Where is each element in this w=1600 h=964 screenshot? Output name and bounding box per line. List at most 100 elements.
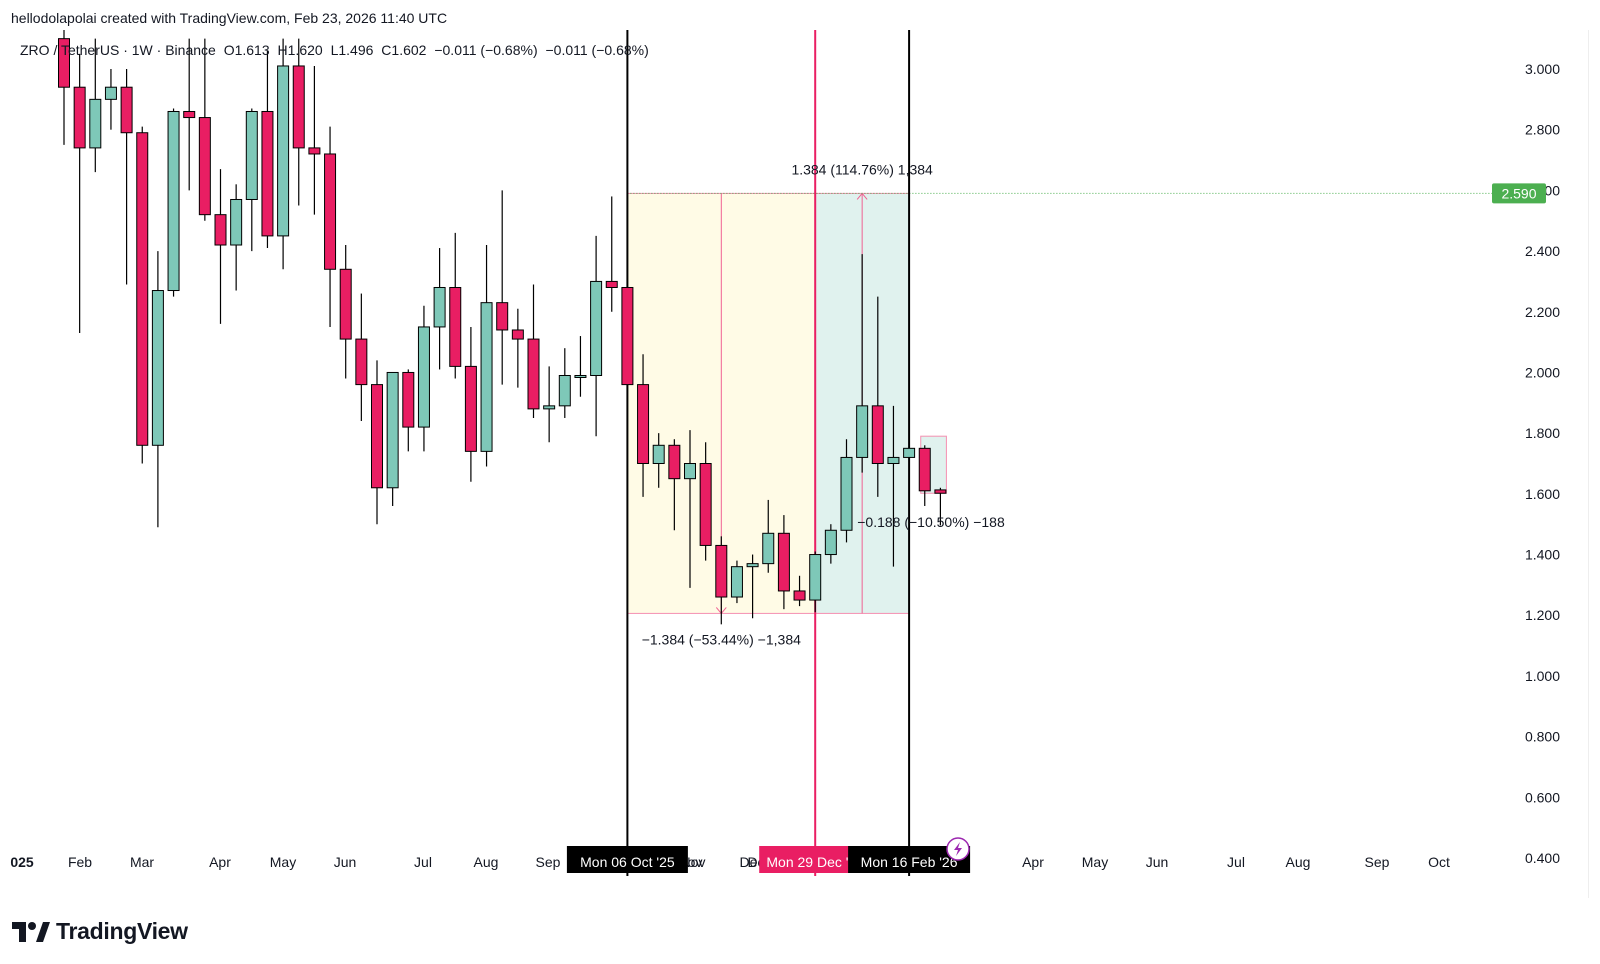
price-axis-tick: 1.400 [1525,547,1560,563]
price-axis-tick: 1.000 [1525,668,1560,684]
candle-body [89,98,102,149]
date-badge [566,846,688,873]
price-axis-tick: 0.600 [1525,789,1560,805]
candle-body [840,456,853,531]
time-axis-tick: Sep [1365,854,1390,870]
candle-body [793,590,806,601]
price-axis-tick: 2.800 [1525,122,1560,138]
current-price-badge [1492,183,1546,204]
candle-body [58,38,70,88]
candle-body [934,489,947,494]
candle-body [918,447,931,492]
range-up-label: 1.384 (114.76%) 1,384 [791,161,933,177]
candle-body [151,290,164,446]
time-axis-tick: Apr [209,854,231,870]
range-measurements [626,192,1494,615]
symbol-info: ZRO / TetherUS · 1W · Binance O1.613 H1.… [20,42,653,58]
candle-body [574,374,587,378]
symbol-name: ZRO / TetherUS · 1W · Binance [20,42,216,58]
candle-body [136,132,149,446]
tradingview-logo-icon [12,921,50,942]
time-axis-tick: Apr [1022,854,1044,870]
price-axis-tick: 1.200 [1525,607,1560,623]
candle-body [464,365,477,452]
ohlc-high: H1.620 [277,42,323,58]
time-axis-tick: Aug [474,854,499,870]
candle-body [777,532,790,592]
time-axis-tick: Dec [740,854,765,870]
candle-body [198,117,211,216]
time-axis-tick: May [270,854,296,870]
candle-body [496,302,509,331]
candle-body [355,338,368,386]
date-badge-label: Mon 16 Feb '26 [861,854,958,870]
ohlc-change: −0.011 (−0.68%) [434,42,538,58]
candle-body [684,463,696,480]
tradingview-wordmark: TradingView [56,918,188,944]
candle-body [292,65,305,149]
date-badge-label: Mon 29 Dec '25 [766,854,864,870]
tradingview-logo[interactable]: TradingView [12,918,188,945]
candle-body [183,110,196,119]
candle-body [120,86,133,134]
range-small-label: −0.188 (−10.50%) −188 [857,514,1005,530]
candle-body [73,86,86,149]
candle-body [824,529,837,556]
ohlc-change-secondary: −0.011 (−0.68%) [545,42,649,58]
time-axis-tick: 025 [10,854,34,870]
candle-body [245,110,258,200]
candle-body [903,447,916,458]
candle-body [558,374,571,407]
candle-body [715,544,728,598]
candle-body [762,532,775,565]
candle-body [637,384,650,465]
candle-body [527,338,540,410]
chart-caption: hellodolapolai created with TradingView.… [11,10,448,26]
time-axis: 025FebMarAprMayJunJulAugSepNovDecMarAprM… [10,846,1450,873]
ohlc-open: O1.613 [223,42,270,58]
candle-body [433,286,446,328]
price-axis-tick: 0.800 [1525,729,1560,745]
candle-body [371,384,383,489]
price-axis-tick: 2.400 [1525,243,1560,259]
candle-body [730,566,743,598]
price-axis-tick: 3.000 [1525,61,1560,77]
candle-body [230,198,243,246]
candle-body [324,153,337,270]
time-axis-tick: Jul [414,854,432,870]
candle-body [104,86,117,100]
candle-body [277,65,290,237]
ohlc-close: C1.602 [381,42,427,58]
candle-body [699,463,712,546]
flash-icon-bolt [954,842,962,856]
annotation-labels: −1.384 (−53.44%) −1,384 1.384 (114.76%) 1… [642,161,1005,861]
candle-body [386,371,399,489]
candle-body [856,405,869,458]
candle-body [590,280,603,376]
price-axis: 3.0002.8002.6002.4002.2002.0001.8001.600… [1492,61,1560,866]
price-axis-tick: 2.200 [1525,304,1560,320]
time-axis-tick: Jun [334,854,357,870]
range-down-label: −1.384 (−53.44%) −1,384 [642,631,801,647]
candle-body [746,563,759,568]
time-axis-tick: Feb [68,854,92,870]
candle-body [652,444,665,464]
current-price-label: 2.590 [1501,185,1536,201]
date-badge-label: Mon 06 Oct '25 [580,854,675,870]
price-axis-tick: 1.600 [1525,486,1560,502]
candle-body [605,280,618,288]
candle-body [449,286,462,367]
price-axis-tick: 0.400 [1525,850,1560,866]
candle-body [809,554,822,601]
candle-body [871,405,884,465]
time-axis-tick: Oct [1428,854,1450,870]
candle-body [402,371,415,428]
chart-frame[interactable] [12,30,1589,898]
candle-body [621,286,634,386]
candle-body [543,405,556,410]
candle-body [261,110,274,237]
candle-body [887,456,900,464]
time-axis-tick: Jul [1227,854,1245,870]
ohlc-low: L1.496 [330,42,374,58]
